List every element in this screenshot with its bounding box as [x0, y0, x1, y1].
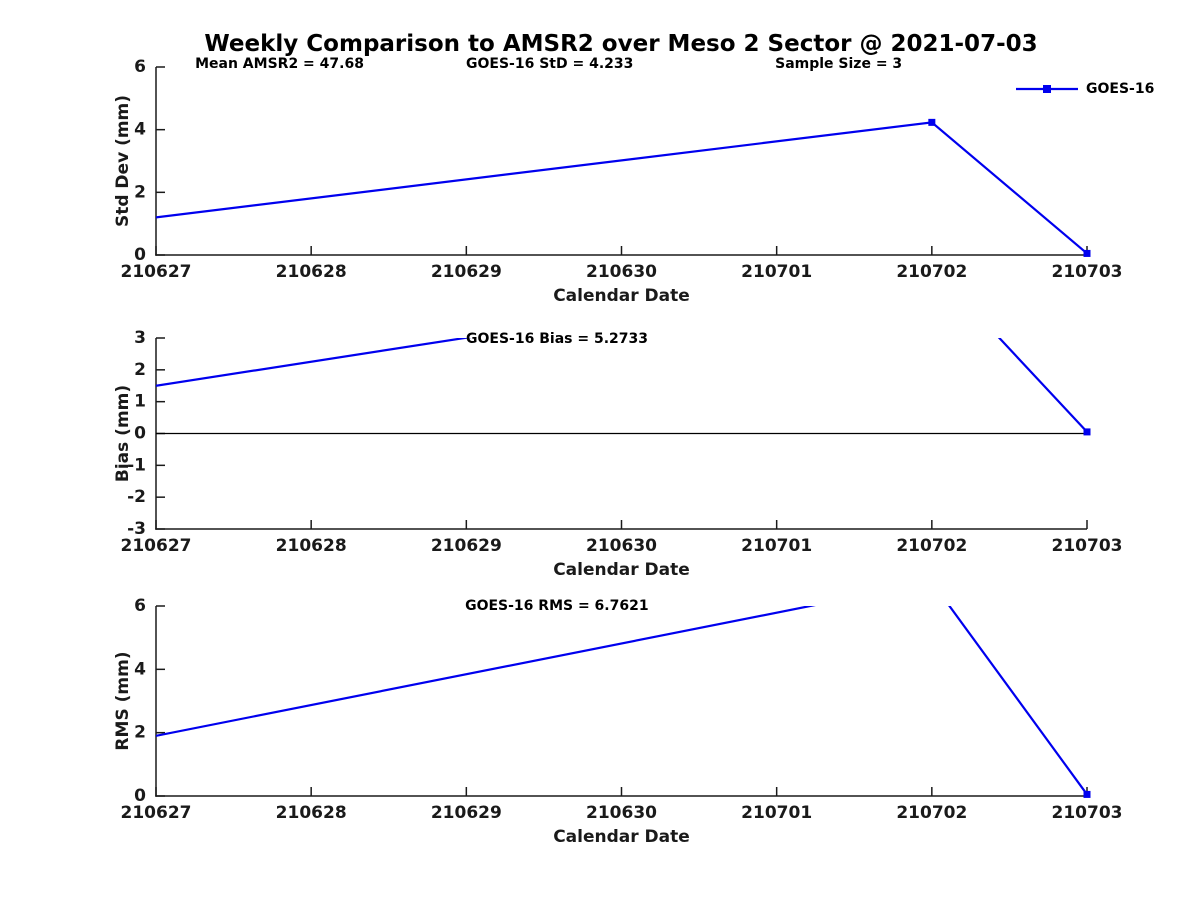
- x-tick-label: 210627: [121, 803, 192, 823]
- annotation-text: Sample Size = 3: [775, 56, 902, 72]
- x-tick-label: 210701: [741, 262, 812, 282]
- x-tick-label: 210630: [586, 536, 657, 556]
- legend: GOES-16: [1016, 81, 1154, 97]
- x-tick-label: 210703: [1052, 262, 1123, 282]
- figure-title: Weekly Comparison to AMSR2 over Meso 2 S…: [204, 31, 1038, 57]
- x-tick-label: 210629: [431, 262, 502, 282]
- subplot-rms: 210627 210628 210629 210630 210701 210702 2107…: [113, 596, 1123, 847]
- y-tick-label: 2: [134, 360, 146, 380]
- x-tick-label: 210628: [276, 262, 347, 282]
- y-tick-label: 4: [134, 120, 146, 140]
- series-line-goes-16: [156, 606, 1087, 796]
- y-axis-label: RMS (mm): [113, 651, 133, 750]
- y-tick-label: 6: [134, 596, 146, 616]
- x-tick-label: 210629: [431, 803, 502, 823]
- data-point-marker: [928, 118, 936, 126]
- y-tick-label: -1: [127, 455, 146, 475]
- x-tick-label: 210701: [741, 803, 812, 823]
- x-tick-label: 210703: [1052, 536, 1123, 556]
- x-axis-label: Calendar Date: [553, 827, 690, 847]
- x-axis-label: Calendar Date: [553, 286, 690, 306]
- x-tick-label: 210703: [1052, 803, 1123, 823]
- x-axis-label: Calendar Date: [553, 560, 690, 580]
- y-tick-label: -2: [127, 487, 146, 507]
- y-tick-label: 6: [134, 57, 146, 77]
- x-tick-label: 210702: [896, 536, 967, 556]
- subplot-std-dev: 210627 210628 210629 210630 210701 210702 2107…: [113, 56, 1154, 306]
- x-tick-label: 210630: [586, 803, 657, 823]
- y-tick-label: 0: [134, 245, 146, 265]
- y-tick-label: 3: [134, 328, 146, 348]
- y-tick-label: 1: [134, 392, 146, 412]
- x-tick-label: 210702: [896, 262, 967, 282]
- y-tick-label: -3: [127, 519, 146, 539]
- annotation-text: GOES-16 StD = 4.233: [466, 56, 633, 72]
- x-tick-label: 210702: [896, 803, 967, 823]
- data-point-marker: [1083, 428, 1091, 436]
- y-tick-label: 0: [134, 424, 146, 444]
- annotation-text: GOES-16 RMS = 6.7621: [465, 598, 649, 614]
- y-tick-label: 4: [134, 659, 146, 679]
- x-tick-label: 210630: [586, 262, 657, 282]
- annotation-text: GOES-16 Bias = 5.2733: [466, 331, 648, 347]
- series-line-goes-16: [156, 338, 1087, 433]
- x-tick-label: 210628: [276, 803, 347, 823]
- legend-marker: [1043, 85, 1051, 93]
- x-tick-label: 210701: [741, 536, 812, 556]
- x-tick-label: 210629: [431, 536, 502, 556]
- series-line-goes-16: [156, 121, 1087, 255]
- x-tick-label: 210628: [276, 536, 347, 556]
- x-tick-label: 210627: [121, 262, 192, 282]
- subplot-bias: 210627 210628 210629 210630 210701 210702 2107…: [113, 328, 1123, 580]
- x-tick-label: 210627: [121, 536, 192, 556]
- y-axis-label: Bias (mm): [113, 385, 133, 482]
- y-axis-label: Std Dev (mm): [113, 95, 133, 227]
- y-tick-label: 2: [134, 182, 146, 202]
- legend-label: GOES-16: [1086, 81, 1154, 97]
- y-tick-label: 2: [134, 723, 146, 743]
- y-tick-label: 0: [134, 786, 146, 806]
- data-point-marker: [1083, 790, 1091, 798]
- annotation-text: Mean AMSR2 = 47.68: [195, 56, 364, 72]
- data-point-marker: [1083, 249, 1091, 257]
